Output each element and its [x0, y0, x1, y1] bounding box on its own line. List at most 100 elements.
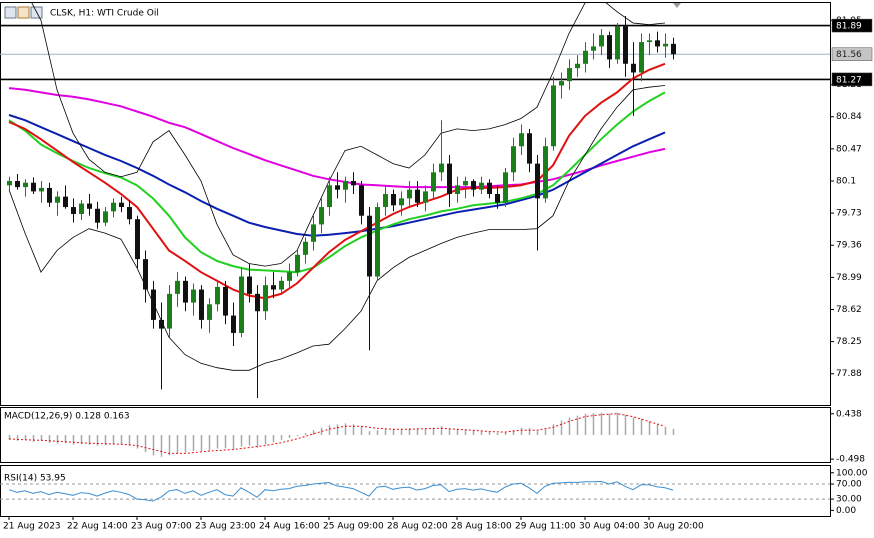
x-tick-label: 30 Aug 04:00: [579, 522, 640, 532]
candle-body: [31, 182, 36, 192]
y-tick-label: 79.73: [836, 209, 862, 219]
candle-body: [95, 208, 100, 223]
candle-body: [311, 224, 316, 242]
candle-body: [135, 219, 140, 260]
panel-title: RSI(14) 53.95: [4, 474, 66, 484]
candle-body: [375, 207, 380, 277]
candle-body: [279, 280, 284, 290]
candle-body: [671, 43, 676, 55]
candle-body: [623, 26, 628, 64]
candle-body: [519, 133, 524, 147]
candle-body: [119, 202, 124, 208]
x-tick-label: 22 Aug 14:00: [67, 522, 128, 532]
y-tick-label: 80.1: [836, 176, 856, 186]
candle-body: [631, 63, 636, 73]
price-label: 81.27: [836, 75, 862, 85]
panel-title: MACD(12,26,9) 0.128 0.163: [4, 412, 130, 422]
candle-body: [391, 194, 396, 206]
main-panel-frame: [0, 2, 831, 406]
x-tick-label: 28 Aug 18:00: [451, 522, 512, 532]
y-tick-label: 78.99: [836, 273, 862, 283]
candle-body: [327, 185, 332, 208]
indicator-line: [8, 62, 666, 300]
y-tick-label: 0.00: [836, 506, 856, 516]
y-tick-label: 79.36: [836, 241, 862, 251]
candle-body: [415, 189, 420, 203]
plot-area: [0, 3, 830, 399]
candle-body: [23, 182, 28, 188]
candle-body: [111, 202, 116, 212]
candle-body: [303, 241, 308, 255]
price-label-box: [831, 72, 873, 87]
candle-body: [527, 133, 532, 164]
candle-body: [319, 207, 324, 225]
candle-body: [103, 211, 108, 223]
candle-body: [231, 315, 236, 333]
candle-body: [87, 203, 92, 209]
candle-body: [655, 40, 660, 47]
candle-body: [7, 180, 12, 186]
candle-body: [191, 289, 196, 303]
candle-body: [15, 180, 20, 188]
y-tick-label: 70.00: [836, 480, 862, 490]
y-tick-label: 78.62: [836, 305, 862, 315]
indicator-line: [8, 85, 666, 371]
x-tick-label: 23 Aug 23:00: [195, 522, 256, 532]
candle-body: [239, 276, 244, 333]
candle-body: [615, 26, 620, 60]
candle-body: [175, 280, 180, 294]
candle-body: [607, 35, 612, 60]
candle-body: [591, 46, 596, 51]
candle-body: [503, 172, 508, 203]
candle-body: [167, 293, 172, 329]
candle-body: [559, 81, 564, 86]
plot-area: [8, 412, 675, 457]
rsi-line: [8, 480, 674, 502]
x-tick-label: 24 Aug 16:00: [259, 522, 320, 532]
price-label-box: [831, 47, 873, 61]
candle-body: [343, 180, 348, 190]
candle-body: [551, 85, 556, 147]
indicator-line: [31, 3, 666, 267]
candle-body: [151, 289, 156, 320]
macd-panel-frame: [0, 407, 831, 463]
price-label: 81.56: [836, 50, 862, 60]
candle-body: [495, 194, 500, 203]
candle-body: [207, 304, 212, 320]
candle-body: [463, 180, 468, 186]
candle-body: [511, 146, 516, 173]
candle-body: [359, 185, 364, 216]
candle-body: [399, 198, 404, 206]
candle-body: [199, 289, 204, 320]
y-tick-label: 80.84: [836, 112, 862, 122]
candle-body: [567, 68, 572, 82]
x-tick-label: 30 Aug 20:00: [643, 522, 704, 532]
candle-body: [407, 189, 412, 199]
candle-body: [39, 187, 44, 192]
candle-body: [447, 163, 452, 195]
candle-body: [479, 182, 484, 190]
y-tick-label: 30.00: [836, 495, 862, 505]
x-tick-label: 25 Aug 09:00: [323, 522, 384, 532]
candle-body: [431, 172, 436, 192]
candle-body: [79, 203, 84, 214]
candle-body: [271, 285, 276, 290]
candle-body: [215, 286, 220, 305]
y-tick-label: -0.498: [836, 455, 865, 465]
candle-body: [487, 182, 492, 195]
indicator-line: [8, 91, 666, 274]
candle-body: [183, 280, 188, 303]
candle-body: [583, 50, 588, 64]
rsi-panel-frame: [0, 465, 831, 517]
candle-body: [423, 191, 428, 203]
candle-body: [351, 180, 356, 186]
price-label: 81.89: [836, 22, 862, 32]
price-label-box: [831, 18, 873, 33]
candle-body: [255, 293, 260, 312]
y-tick-label: 78.25: [836, 337, 862, 347]
candle-body: [439, 163, 444, 173]
candle-body: [63, 196, 68, 208]
candle-body: [47, 187, 52, 203]
